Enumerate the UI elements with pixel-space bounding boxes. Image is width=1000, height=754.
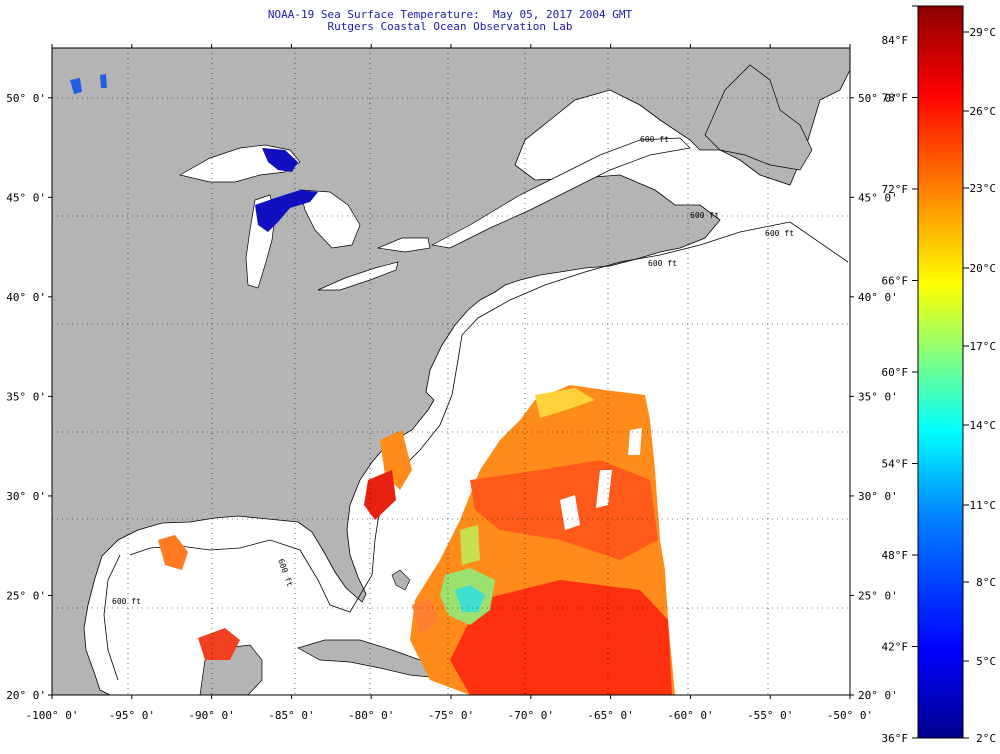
contour-label: 600 ft (112, 597, 141, 606)
lake-sst-pixels (70, 74, 318, 232)
longitude-axis: -100° 0' -95° 0' -90° 0' -85° 0' -80° 0' -75°… (26, 44, 873, 722)
colorbar-c-label: 5°C (976, 655, 996, 668)
lat-tick-label-left: 50° 0' (6, 92, 46, 105)
lon-tick-label: -70° 0' (508, 709, 554, 722)
colorbar-c-label: 14°C (970, 419, 997, 432)
colorbar-c-label: 11°C (970, 499, 997, 512)
colorbar-fahrenheit-labels: 84°F 78°F 72°F 66°F 60°F 54°F 48°F 42°F 36°F (882, 5, 918, 745)
lake-huron (299, 189, 361, 249)
colorbar-gradient (917, 5, 964, 739)
lon-tick-label: -80° 0' (348, 709, 394, 722)
island-newfoundland (704, 64, 813, 171)
colorbar-f-label: 48°F (882, 549, 909, 562)
contour-label: 600 ft (690, 211, 719, 220)
colorbar-f-label: 54°F (882, 458, 909, 471)
lon-tick-label: -65° 0' (587, 709, 633, 722)
colorbar-c-label: 2°C (976, 732, 996, 745)
lat-tick-label-right: 25° 0' (858, 589, 898, 602)
lake-erie (317, 261, 399, 291)
colorbar-c-label: 20°C (970, 262, 997, 275)
colorbar-c-label: 29°C (970, 26, 997, 39)
lat-tick-label-right: 35° 0' (858, 390, 898, 403)
contour-label: 600 ft (648, 259, 677, 268)
contour-label: 600 ft (640, 135, 669, 144)
lat-tick-label-right: 40° 0' (858, 291, 898, 304)
lat-tick-label-left: 45° 0' (6, 191, 46, 204)
lake-ontario (376, 237, 431, 253)
colorbar: 84°F 78°F 72°F 66°F 60°F 54°F 48°F 42°F 36°F 29°… (882, 5, 996, 745)
map-panel[interactable]: 600 ft 600 ft 600 ft 600 ft 600 ft 600 f… (52, 48, 850, 695)
lat-tick-label-right: 50° 0' (858, 92, 898, 105)
colorbar-f-label: 72°F (882, 183, 909, 196)
lat-tick-label-left: 30° 0' (6, 490, 46, 503)
lat-tick-label-left: 40° 0' (6, 291, 46, 304)
lon-tick-label: -50° 0' (827, 709, 873, 722)
lat-tick-label-left: 25° 0' (6, 589, 46, 602)
contour-600ft (103, 221, 849, 681)
title-line-2: Rutgers Coastal Ocean Observation Lab (327, 20, 573, 33)
lon-tick-label: -60° 0' (667, 709, 713, 722)
colorbar-c-label: 23°C (970, 182, 997, 195)
colorbar-c-label: 26°C (970, 105, 997, 118)
lat-tick-label-right: 45° 0' (858, 191, 898, 204)
colorbar-f-label: 84°F (882, 34, 909, 47)
colorbar-f-label: 42°F (882, 641, 909, 654)
colorbar-f-label: 78°F (882, 92, 909, 105)
title-line-1: NOAA-19 Sea Surface Temperature: May 05,… (267, 8, 633, 21)
map-title: NOAA-19 Sea Surface Temperature: May 05,… (200, 9, 700, 33)
lon-tick-label: -100° 0' (26, 709, 79, 722)
contour-label: 600 ft (765, 229, 794, 238)
sst-swath (158, 385, 675, 695)
colorbar-c-label: 17°C (970, 340, 997, 353)
colorbar-c-label: 8°C (976, 576, 996, 589)
map-grid (52, 48, 850, 695)
lat-tick-label-left: 35° 0' (6, 390, 46, 403)
lon-tick-label: -55° 0' (747, 709, 793, 722)
colorbar-f-label: 60°F (882, 366, 909, 379)
colorbar-f-label: 36°F (882, 732, 909, 745)
st-lawrence-river (430, 137, 691, 249)
lat-tick-label-left: 20° 0' (6, 689, 46, 702)
latitude-axis-right: 20° 0' 25° 0' 30° 0' 35° 0' 40° 0' 45° 0' 50° … (850, 92, 898, 702)
lon-tick-label: -95° 0' (109, 709, 155, 722)
lon-tick-label: -85° 0' (268, 709, 314, 722)
lon-tick-label: -75° 0' (428, 709, 474, 722)
latitude-axis-left: 20° 0' 25° 0' 30° 0' 35° 0' 40° 0' 45° 0' 50° … (6, 92, 52, 702)
colorbar-celsius-labels: 29°C 26°C 23°C 20°C 17°C 14°C 11°C 8°C 5°C 2°C (963, 26, 996, 745)
land-north-america (52, 48, 850, 695)
lon-tick-label: -90° 0' (188, 709, 234, 722)
lat-tick-label-right: 30° 0' (858, 490, 898, 503)
colorbar-f-label: 66°F (882, 275, 909, 288)
lat-tick-label-right: 20° 0' (858, 689, 898, 702)
